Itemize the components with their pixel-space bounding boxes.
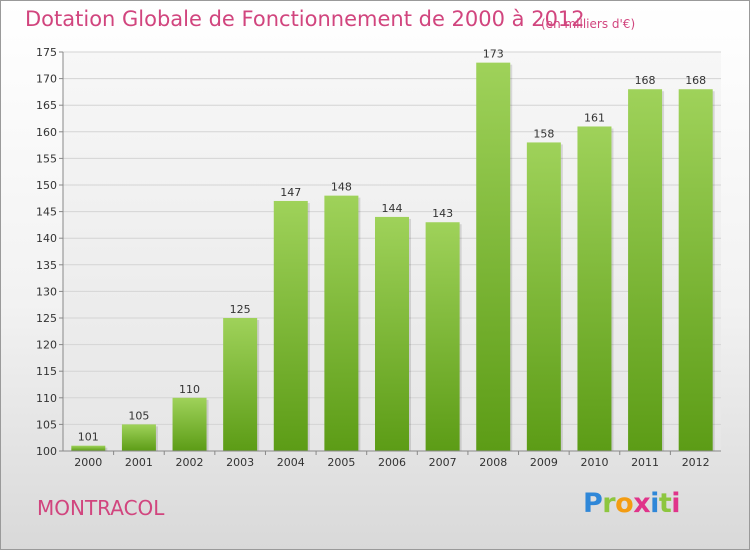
y-tick-label: 140	[36, 232, 57, 245]
data-label: 168	[685, 74, 706, 87]
y-tick-label: 150	[36, 179, 57, 192]
bar	[375, 216, 409, 451]
logo-letter: P	[583, 488, 603, 519]
data-label: 144	[382, 202, 403, 215]
chart-subtitle: (en milliers d'€)	[541, 17, 636, 31]
y-tick-label: 155	[36, 152, 57, 165]
y-tick-label: 120	[36, 339, 57, 352]
data-label: 143	[432, 207, 453, 220]
proxiti-logo: Proxiti	[583, 488, 681, 519]
data-label: 168	[635, 74, 656, 87]
commune-name: MONTRACOL	[37, 496, 165, 520]
y-tick-label: 165	[36, 99, 57, 112]
bar	[324, 195, 359, 451]
x-tick-label: 2012	[682, 456, 710, 469]
x-tick-label: 2010	[580, 456, 608, 469]
logo-letter: i	[671, 488, 681, 519]
bar	[273, 200, 308, 451]
x-tick-label: 2005	[327, 456, 355, 469]
y-tick-label: 145	[36, 206, 57, 219]
bar	[526, 142, 561, 451]
y-tick-label: 100	[36, 445, 57, 458]
data-label: 158	[533, 127, 554, 140]
x-tick-label: 2006	[378, 456, 406, 469]
y-tick-label: 160	[36, 126, 57, 139]
bar	[172, 397, 207, 451]
bars	[71, 62, 715, 452]
y-tick-label: 110	[36, 392, 57, 405]
bar	[577, 126, 612, 451]
data-label: 125	[230, 303, 251, 316]
x-axis: 2000 2001 2002 2003 2004 2005 2006 2007 2008 2009…	[63, 450, 721, 469]
data-label: 148	[331, 181, 352, 194]
bar	[71, 445, 106, 451]
y-tick-label: 105	[36, 418, 57, 431]
logo-letter: o	[615, 488, 634, 519]
x-tick-label: 2009	[530, 456, 558, 469]
logo-letter: r	[602, 488, 616, 519]
y-tick-label: 175	[36, 46, 57, 59]
data-label: 110	[179, 383, 200, 396]
data-label: 173	[483, 48, 504, 61]
x-tick-label: 2003	[226, 456, 254, 469]
x-tick-label: 2000	[74, 456, 102, 469]
data-label: 147	[280, 186, 301, 199]
x-tick-label: 2002	[176, 456, 204, 469]
data-labels: 101 105 110 125 147 148 144 143 173 158 161 168 168	[78, 48, 706, 444]
bar	[476, 62, 511, 451]
x-tick-label: 2008	[479, 456, 507, 469]
logo-letter: x	[633, 488, 651, 519]
x-tick-label: 2007	[429, 456, 457, 469]
x-tick-label: 2004	[277, 456, 305, 469]
bar	[121, 424, 156, 451]
y-tick-label: 115	[36, 365, 57, 378]
bar	[425, 222, 460, 451]
data-label: 105	[128, 409, 149, 422]
chart-title: Dotation Globale de Fonctionnement de 20…	[25, 7, 585, 31]
y-tick-label: 135	[36, 259, 57, 272]
y-axis: 100 105 110 115 120 125 130 135 140 145 150 155 160 1…	[36, 46, 64, 458]
y-tick-label: 125	[36, 312, 57, 325]
y-tick-label: 170	[36, 73, 57, 86]
bar	[678, 89, 713, 452]
bar	[223, 318, 258, 451]
x-tick-label: 2001	[125, 456, 153, 469]
data-label: 161	[584, 111, 605, 124]
logo-letter: t	[658, 488, 672, 519]
x-tick-label: 2011	[631, 456, 659, 469]
bar	[628, 89, 663, 452]
y-tick-label: 130	[36, 285, 57, 298]
data-label: 101	[78, 431, 99, 444]
logo-letter: i	[650, 488, 659, 519]
